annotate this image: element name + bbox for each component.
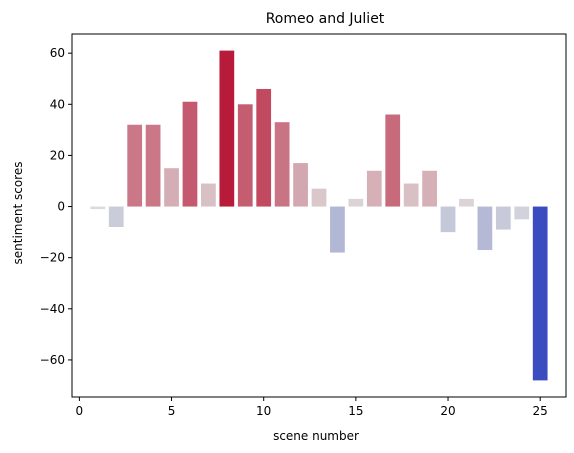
bar-scene-1 [90, 207, 105, 210]
bar-scene-20 [441, 207, 456, 233]
bar-scene-16 [367, 171, 382, 207]
y-tick-label: 0 [57, 200, 65, 214]
y-tick-label: 60 [50, 46, 65, 60]
x-axis-label: scene number [273, 429, 359, 443]
bar-scene-11 [275, 122, 290, 206]
bars-group [90, 51, 547, 381]
x-tick-label: 10 [256, 404, 271, 418]
y-axis-label: sentiment scores [11, 162, 25, 265]
x-tick-label: 25 [533, 404, 548, 418]
chart-title: Romeo and Juliet [266, 11, 385, 27]
x-tick-label: 20 [440, 404, 455, 418]
y-tick-label: 40 [50, 97, 65, 111]
bar-scene-2 [109, 207, 124, 227]
bar-scene-6 [183, 102, 198, 207]
bar-scene-21 [459, 199, 474, 207]
x-tick-label: 0 [76, 404, 84, 418]
y-ticks-group: −60 −40 −20 0 20 40 60 [40, 46, 72, 367]
bar-scene-5 [164, 168, 179, 206]
bar-scene-22 [478, 207, 493, 250]
bar-scene-4 [146, 125, 161, 207]
x-ticks-group: 0 5 10 15 20 25 [76, 397, 548, 418]
bar-scene-23 [496, 207, 511, 230]
bar-scene-12 [293, 163, 308, 206]
bar-scene-7 [201, 184, 216, 207]
bar-scene-15 [348, 199, 363, 207]
x-tick-label: 15 [348, 404, 363, 418]
x-tick-label: 5 [168, 404, 176, 418]
bar-scene-10 [256, 89, 271, 207]
bar-scene-17 [385, 115, 400, 207]
bar-scene-25 [533, 207, 548, 381]
bar-scene-8 [219, 51, 234, 207]
bar-scene-13 [312, 189, 327, 207]
y-tick-label: −40 [40, 302, 65, 316]
bar-scene-3 [127, 125, 142, 207]
bar-scene-24 [514, 207, 529, 220]
bar-scene-18 [404, 184, 419, 207]
y-tick-label: −60 [40, 353, 65, 367]
bar-scene-14 [330, 207, 345, 253]
bar-scene-9 [238, 104, 253, 206]
y-tick-label: 20 [50, 148, 65, 162]
bar-scene-19 [422, 171, 437, 207]
y-tick-label: −20 [40, 251, 65, 265]
